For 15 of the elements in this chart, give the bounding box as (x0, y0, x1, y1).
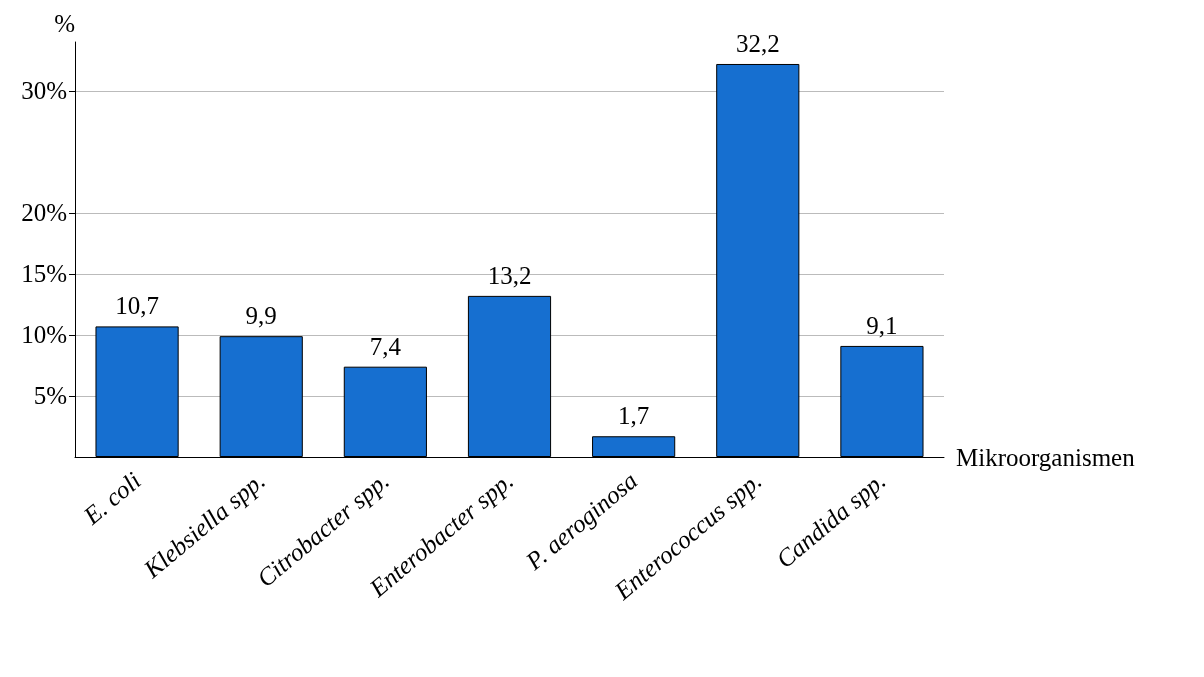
y-tick-label: 20% (21, 199, 67, 227)
data-label: 9,1 (866, 311, 898, 339)
data-label: 32,2 (735, 29, 780, 57)
y-tick-label: 15% (21, 260, 67, 288)
data-label: 10,7 (115, 292, 159, 320)
data-label: 1,7 (618, 402, 650, 430)
data-label: 9,9 (245, 302, 277, 330)
x-tick-label: E. coli (77, 466, 146, 530)
y-tick-label: 5% (33, 382, 67, 410)
x-axis-title: Mikroorganismen (956, 443, 1136, 471)
data-label: 13,2 (487, 261, 532, 289)
y-tick-label: 30% (21, 77, 67, 105)
y-tick-label: 10% (21, 321, 67, 349)
y-axis-title: % (54, 10, 75, 37)
data-label: 7,4 (369, 332, 402, 360)
